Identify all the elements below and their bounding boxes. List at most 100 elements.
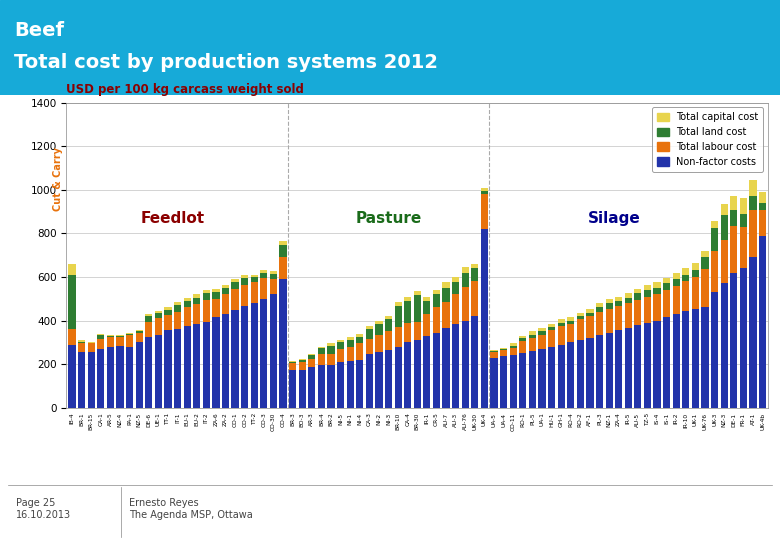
Bar bbox=[174, 302, 181, 305]
Bar bbox=[625, 293, 632, 298]
Bar bbox=[605, 299, 613, 303]
Text: USD per 100 kg carcass weight sold: USD per 100 kg carcass weight sold bbox=[66, 83, 304, 96]
Bar bbox=[413, 295, 421, 322]
Bar bbox=[692, 263, 699, 271]
Bar bbox=[222, 314, 229, 408]
Bar bbox=[654, 282, 661, 288]
Bar bbox=[270, 272, 277, 274]
Bar bbox=[701, 307, 708, 408]
Bar bbox=[682, 275, 690, 281]
Bar bbox=[78, 343, 85, 352]
Bar bbox=[87, 352, 95, 408]
Bar bbox=[395, 302, 402, 306]
Bar bbox=[567, 342, 574, 408]
Bar bbox=[337, 362, 344, 408]
Bar bbox=[126, 347, 133, 408]
Bar bbox=[154, 335, 162, 408]
Bar bbox=[739, 199, 747, 214]
Bar bbox=[538, 328, 545, 332]
Bar bbox=[424, 336, 431, 408]
Bar bbox=[232, 289, 239, 309]
Bar bbox=[413, 322, 421, 340]
Bar bbox=[701, 251, 708, 258]
Bar bbox=[548, 324, 555, 327]
Bar bbox=[596, 312, 603, 335]
Bar bbox=[413, 340, 421, 408]
Bar bbox=[385, 320, 392, 332]
Bar bbox=[644, 290, 651, 296]
Bar bbox=[337, 342, 344, 349]
Bar bbox=[730, 211, 737, 226]
Text: Pasture: Pasture bbox=[356, 211, 422, 226]
Bar bbox=[529, 338, 536, 351]
Bar bbox=[174, 329, 181, 408]
Bar bbox=[625, 298, 632, 303]
Bar bbox=[672, 314, 680, 408]
Bar bbox=[491, 351, 498, 352]
Bar bbox=[261, 273, 268, 278]
Bar bbox=[739, 214, 747, 227]
Bar bbox=[644, 323, 651, 408]
Bar bbox=[308, 354, 315, 355]
Bar bbox=[721, 204, 728, 215]
Bar bbox=[136, 333, 143, 342]
Bar bbox=[413, 291, 421, 295]
Bar bbox=[212, 292, 219, 299]
Bar bbox=[672, 286, 680, 314]
Bar bbox=[375, 335, 382, 352]
Bar bbox=[491, 357, 498, 408]
Bar bbox=[241, 285, 248, 306]
Bar bbox=[480, 194, 488, 229]
Bar bbox=[375, 321, 382, 324]
Bar bbox=[672, 273, 680, 279]
Bar bbox=[634, 300, 641, 325]
Bar bbox=[442, 282, 449, 288]
Bar bbox=[576, 340, 584, 408]
Bar bbox=[529, 335, 536, 338]
Bar bbox=[558, 323, 565, 326]
Bar bbox=[587, 316, 594, 338]
Bar bbox=[587, 308, 594, 313]
Bar bbox=[107, 335, 114, 336]
Bar bbox=[165, 315, 172, 330]
Bar bbox=[538, 349, 545, 408]
Bar bbox=[279, 241, 286, 245]
Bar bbox=[232, 279, 239, 282]
Bar bbox=[538, 335, 545, 349]
Bar bbox=[500, 350, 507, 356]
Bar bbox=[644, 285, 651, 290]
Bar bbox=[165, 330, 172, 408]
Bar bbox=[509, 343, 517, 346]
Bar bbox=[721, 284, 728, 408]
Bar bbox=[78, 352, 85, 408]
Bar bbox=[126, 334, 133, 335]
Bar bbox=[701, 269, 708, 307]
Bar bbox=[385, 332, 392, 350]
Bar bbox=[203, 293, 210, 300]
Text: Page 25
16.10.2013: Page 25 16.10.2013 bbox=[16, 498, 71, 519]
Bar bbox=[366, 329, 373, 339]
Bar bbox=[154, 313, 162, 319]
Bar bbox=[145, 316, 152, 322]
Bar bbox=[759, 235, 766, 408]
Bar bbox=[98, 334, 105, 335]
Bar bbox=[519, 353, 526, 408]
Bar bbox=[317, 365, 325, 408]
Bar bbox=[299, 359, 306, 360]
Bar bbox=[250, 282, 258, 303]
Bar bbox=[491, 352, 498, 357]
Bar bbox=[587, 338, 594, 408]
Bar bbox=[596, 303, 603, 307]
Bar bbox=[98, 335, 105, 339]
Bar bbox=[471, 264, 478, 268]
Bar bbox=[183, 298, 191, 301]
Bar bbox=[567, 318, 574, 321]
Bar bbox=[183, 301, 191, 307]
Bar bbox=[241, 306, 248, 408]
Bar bbox=[654, 294, 661, 321]
Bar bbox=[222, 285, 229, 288]
Bar bbox=[500, 356, 507, 408]
Bar bbox=[232, 309, 239, 408]
Bar bbox=[509, 355, 517, 408]
Bar bbox=[212, 318, 219, 408]
